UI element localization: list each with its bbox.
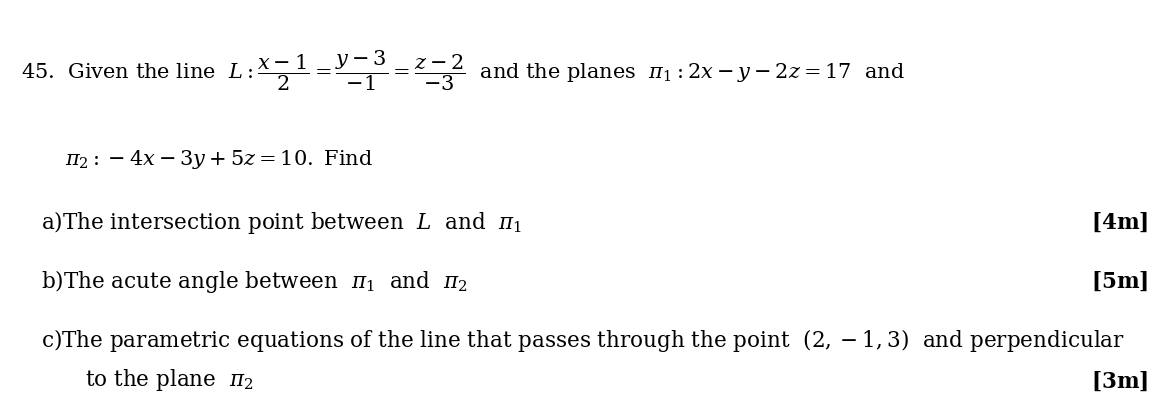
Text: b)The acute angle between  $\pi_1$  and  $\pi_2$: b)The acute angle between $\pi_1$ and $\… bbox=[41, 268, 468, 295]
Text: 45.  Given the line  $L:\dfrac{x-1}{2}=\dfrac{y-3}{-1}=\dfrac{z-2}{-3}$  and the: 45. Given the line $L:\dfrac{x-1}{2}=\df… bbox=[21, 49, 905, 93]
Text: $\mathbf{[3m]}$: $\mathbf{[3m]}$ bbox=[1090, 370, 1148, 393]
Text: $\mathbf{[4m]}$: $\mathbf{[4m]}$ bbox=[1090, 211, 1148, 234]
Text: $\mathbf{[5m]}$: $\mathbf{[5m]}$ bbox=[1090, 270, 1148, 294]
Text: c)The parametric equations of the line that passes through the point  $(2,-1,3)$: c)The parametric equations of the line t… bbox=[41, 327, 1126, 354]
Text: to the plane  $\pi_2$: to the plane $\pi_2$ bbox=[85, 367, 253, 393]
Text: a)The intersection point between  $L$  and  $\pi_1$: a)The intersection point between $L$ and… bbox=[41, 209, 523, 236]
Text: $\pi_2: -4x-3y+5z=10.$ Find: $\pi_2: -4x-3y+5z=10.$ Find bbox=[65, 148, 372, 171]
